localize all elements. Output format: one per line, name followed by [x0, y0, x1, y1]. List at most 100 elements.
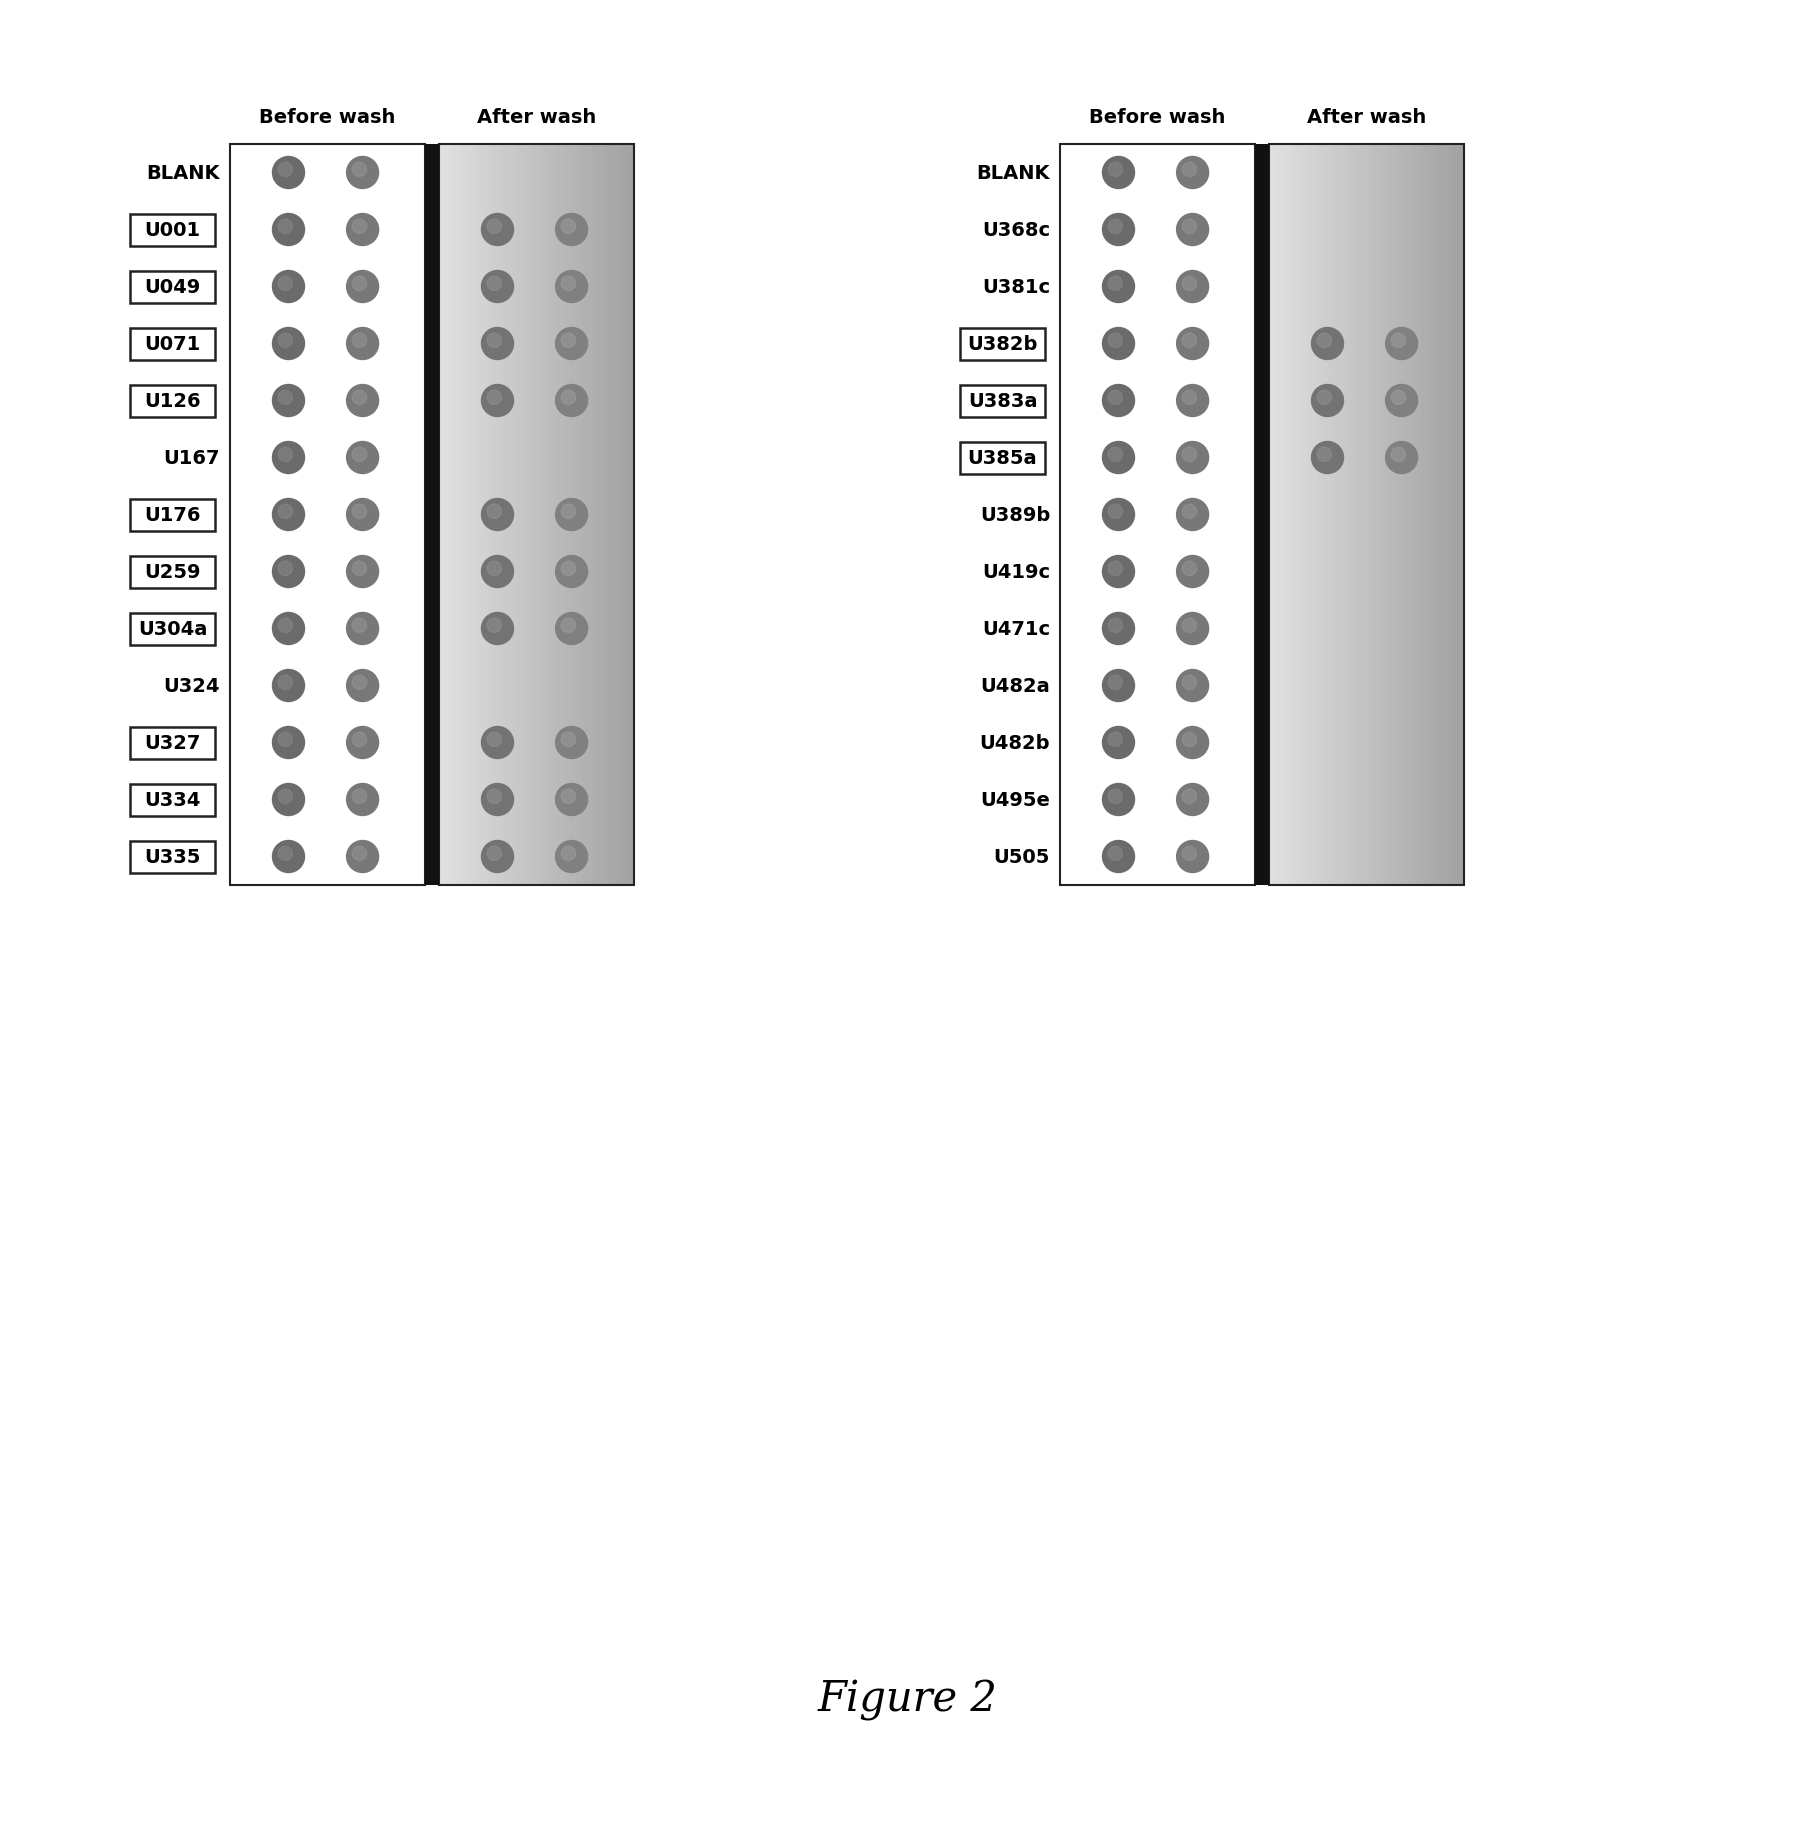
Bar — [594, 144, 600, 886]
Text: U381c: U381c — [981, 277, 1050, 297]
Circle shape — [273, 840, 305, 873]
Bar — [1412, 144, 1415, 886]
Bar — [1337, 144, 1341, 886]
Bar — [563, 144, 567, 886]
Bar — [560, 144, 563, 886]
Bar — [458, 144, 463, 886]
Circle shape — [482, 556, 514, 589]
Bar — [482, 144, 485, 886]
Circle shape — [278, 618, 293, 633]
Bar — [1408, 144, 1414, 886]
Circle shape — [1317, 390, 1332, 405]
Bar — [1390, 144, 1394, 886]
Bar — [1354, 144, 1357, 886]
Circle shape — [487, 789, 501, 804]
Bar — [1279, 144, 1283, 886]
Circle shape — [1183, 676, 1197, 691]
Bar — [959, 443, 1045, 474]
Circle shape — [352, 390, 367, 405]
Bar — [1432, 144, 1435, 886]
Bar — [1345, 144, 1348, 886]
Circle shape — [1103, 500, 1134, 530]
Bar — [474, 144, 480, 886]
Circle shape — [347, 215, 378, 246]
Circle shape — [487, 221, 501, 235]
Circle shape — [1177, 157, 1208, 190]
Circle shape — [352, 733, 367, 747]
Bar — [131, 385, 214, 417]
Bar — [231, 144, 425, 886]
Circle shape — [278, 334, 293, 348]
Bar — [1059, 144, 1256, 886]
Circle shape — [1103, 556, 1134, 589]
Bar — [1395, 144, 1401, 886]
Circle shape — [1103, 840, 1134, 873]
Bar — [1375, 144, 1381, 886]
Bar — [452, 144, 456, 886]
Circle shape — [1183, 334, 1197, 348]
Bar — [1285, 144, 1290, 886]
Bar — [1299, 144, 1303, 886]
Circle shape — [273, 328, 305, 361]
Circle shape — [278, 846, 293, 860]
Circle shape — [482, 385, 514, 417]
Circle shape — [1183, 448, 1197, 463]
Text: U259: U259 — [144, 563, 200, 582]
Bar — [491, 144, 496, 886]
Circle shape — [487, 277, 501, 292]
Bar — [609, 144, 612, 886]
Circle shape — [1108, 277, 1123, 292]
Bar — [507, 144, 512, 886]
Bar — [511, 144, 514, 886]
Circle shape — [1108, 162, 1123, 177]
Circle shape — [556, 215, 587, 246]
Circle shape — [556, 556, 587, 589]
Circle shape — [561, 505, 576, 520]
Bar — [131, 272, 214, 303]
Circle shape — [1108, 676, 1123, 691]
Circle shape — [1108, 505, 1123, 520]
Bar — [627, 144, 632, 886]
Circle shape — [487, 505, 501, 520]
Circle shape — [1103, 385, 1134, 417]
Circle shape — [1103, 215, 1134, 246]
Bar — [485, 144, 489, 886]
Circle shape — [1177, 385, 1208, 417]
Circle shape — [1108, 561, 1123, 576]
Text: U001: U001 — [144, 221, 200, 241]
Circle shape — [1103, 613, 1134, 645]
Circle shape — [1177, 613, 1208, 645]
Circle shape — [352, 505, 367, 520]
Bar — [1321, 144, 1325, 886]
Text: U389b: U389b — [979, 505, 1050, 525]
Bar — [1292, 144, 1296, 886]
Circle shape — [1103, 157, 1134, 190]
Bar — [532, 144, 538, 886]
Bar — [1399, 144, 1403, 886]
Circle shape — [273, 443, 305, 474]
Bar — [621, 144, 625, 886]
Circle shape — [347, 671, 378, 702]
Circle shape — [1177, 443, 1208, 474]
Bar — [1445, 144, 1448, 886]
Circle shape — [352, 221, 367, 235]
Bar — [1317, 144, 1323, 886]
Bar — [1406, 144, 1410, 886]
Circle shape — [1177, 272, 1208, 303]
Circle shape — [482, 784, 514, 817]
Text: U505: U505 — [994, 848, 1050, 866]
Bar — [440, 144, 634, 886]
Bar — [527, 144, 531, 886]
Bar — [552, 144, 558, 886]
Bar — [523, 144, 527, 886]
Bar — [131, 613, 214, 645]
Bar — [501, 144, 505, 886]
Circle shape — [352, 846, 367, 860]
Text: BLANK: BLANK — [976, 164, 1050, 182]
Text: Figure 2: Figure 2 — [818, 1679, 998, 1721]
Circle shape — [561, 221, 576, 235]
Bar — [131, 500, 214, 530]
Bar — [471, 144, 476, 886]
Bar — [1296, 144, 1299, 886]
Circle shape — [487, 561, 501, 576]
